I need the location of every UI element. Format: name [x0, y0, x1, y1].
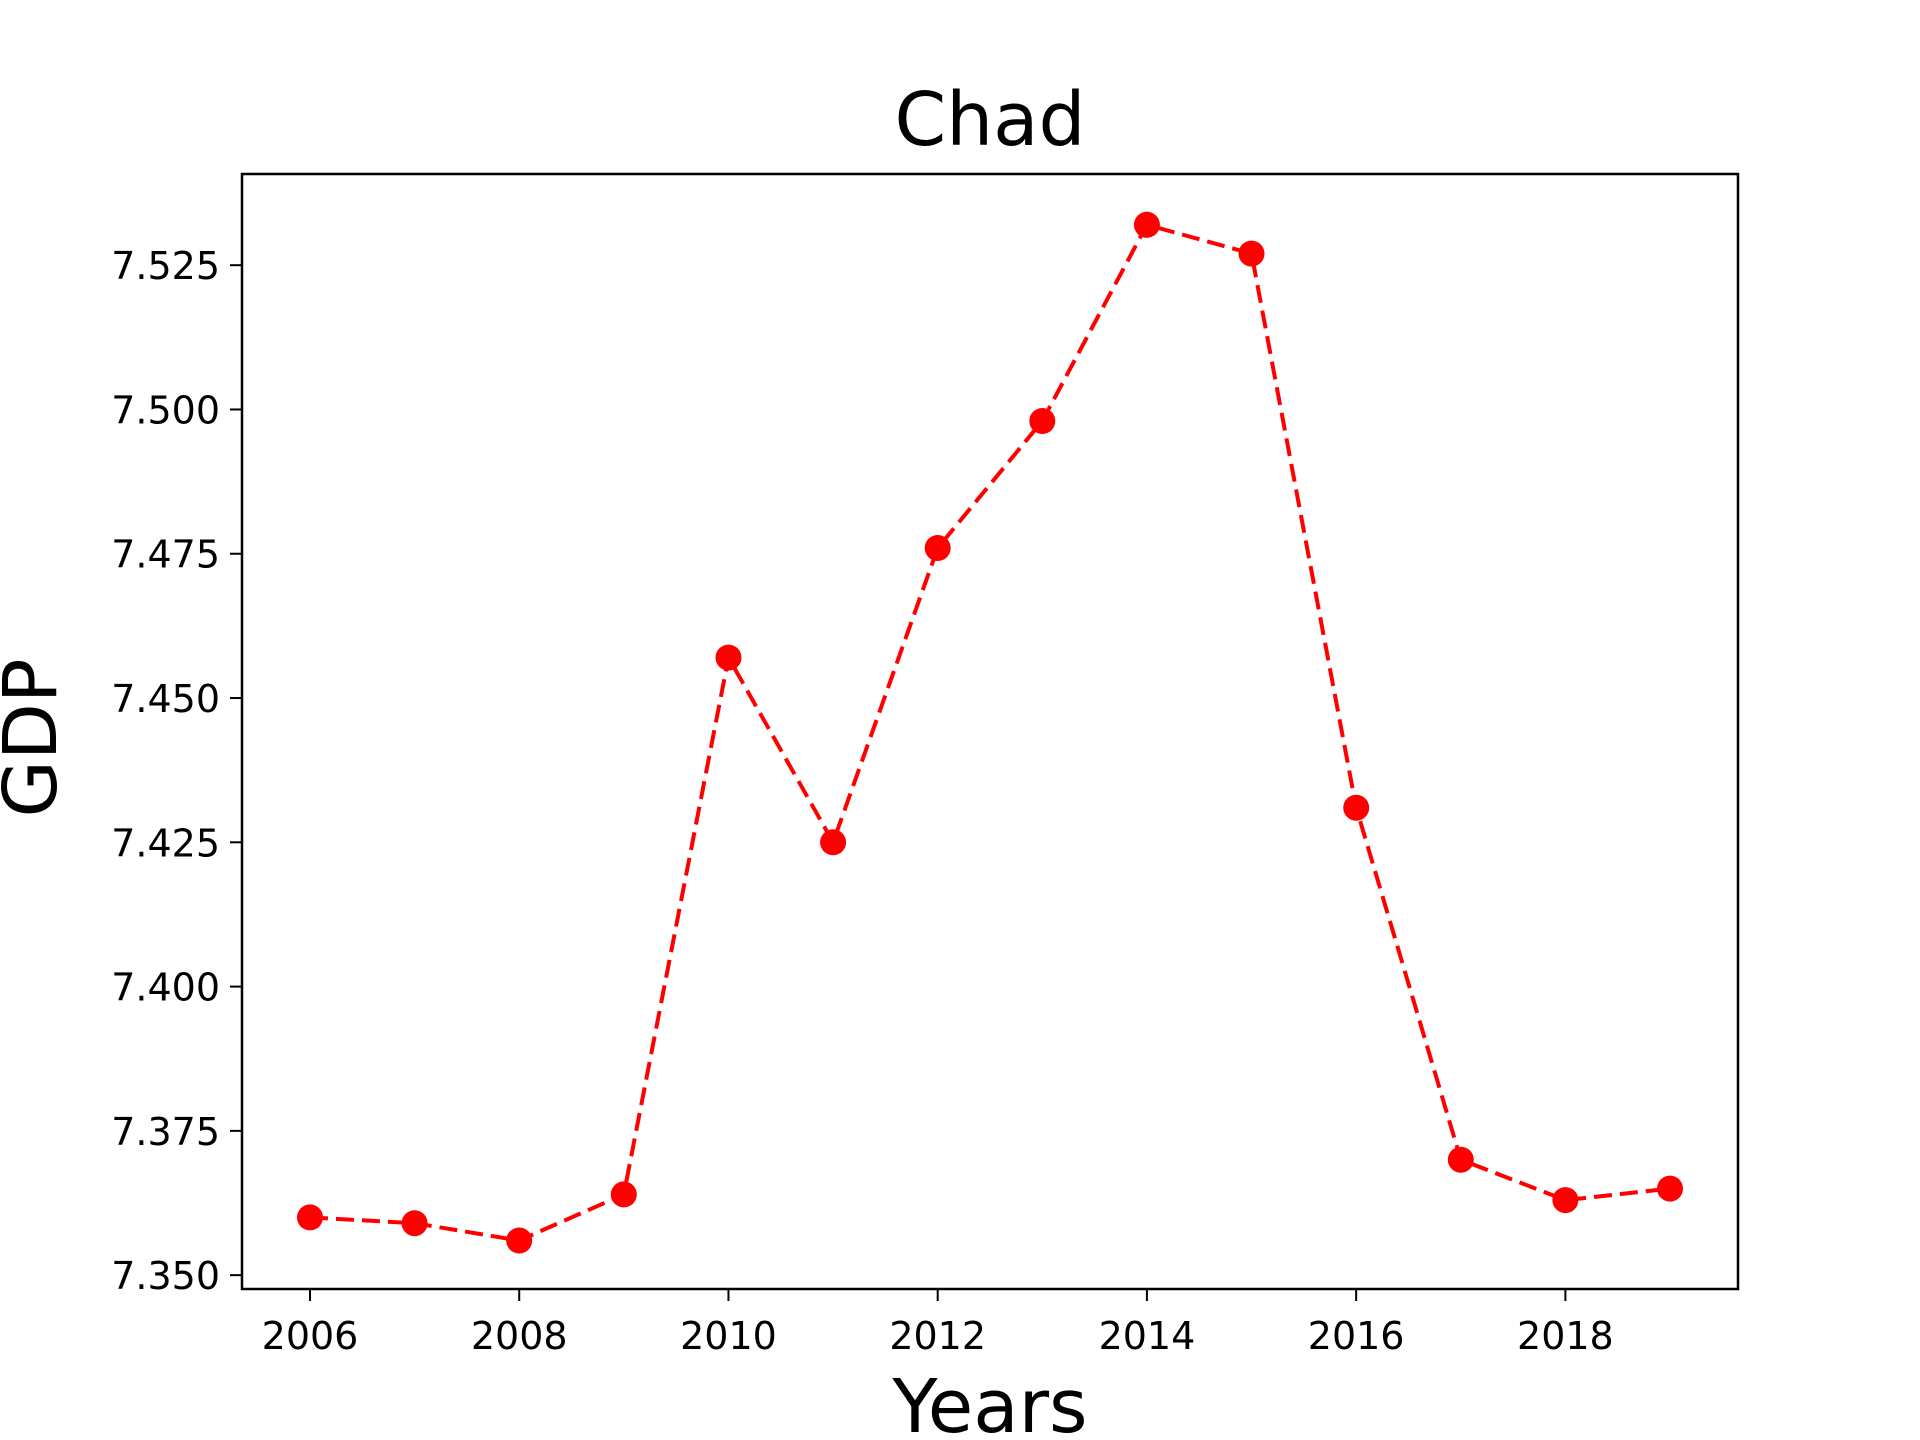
data-point — [610, 1181, 637, 1208]
data-point — [1343, 794, 1370, 821]
data-point — [506, 1227, 533, 1254]
data-point — [1029, 408, 1056, 434]
data-point — [1238, 240, 1265, 267]
data-point — [715, 644, 742, 671]
axes-frame — [240, 172, 1740, 1291]
data-point — [924, 535, 951, 561]
data-point — [1657, 1175, 1683, 1202]
data-point — [1447, 1146, 1474, 1173]
x-tick-label: 2008 — [471, 1314, 568, 1358]
x-tick-label: 2006 — [262, 1314, 359, 1358]
data-point — [1133, 211, 1160, 238]
x-axis-title: Years — [891, 1364, 1087, 1440]
plot-area: 2006 2008 2010 2012 2014 2016 2018 7.350 7.375 7.… — [111, 172, 1740, 1358]
y-tick-label: 7.500 — [111, 388, 220, 432]
y-tick-label: 7.450 — [111, 677, 220, 721]
y-tick-label: 7.525 — [111, 244, 220, 288]
x-tick-label: 2012 — [889, 1314, 986, 1358]
y-tick-label: 7.400 — [111, 966, 220, 1010]
data-point — [1552, 1187, 1579, 1214]
x-tick-label: 2010 — [680, 1314, 777, 1358]
chart-title: Chad — [895, 77, 1086, 163]
y-tick-label: 7.350 — [111, 1254, 220, 1298]
data-point — [820, 829, 847, 856]
data-point — [401, 1210, 428, 1237]
x-tick-label: 2014 — [1099, 1314, 1196, 1358]
data-point — [297, 1204, 323, 1231]
y-tick-label: 7.475 — [111, 533, 220, 577]
y-tick-label: 7.425 — [111, 821, 220, 865]
y-axis-title: GDP — [0, 659, 74, 818]
x-tick-label: 2016 — [1308, 1314, 1405, 1358]
x-tick-label: 2018 — [1517, 1314, 1614, 1358]
series-line — [309, 222, 1671, 1243]
y-tick-label: 7.375 — [111, 1110, 220, 1154]
